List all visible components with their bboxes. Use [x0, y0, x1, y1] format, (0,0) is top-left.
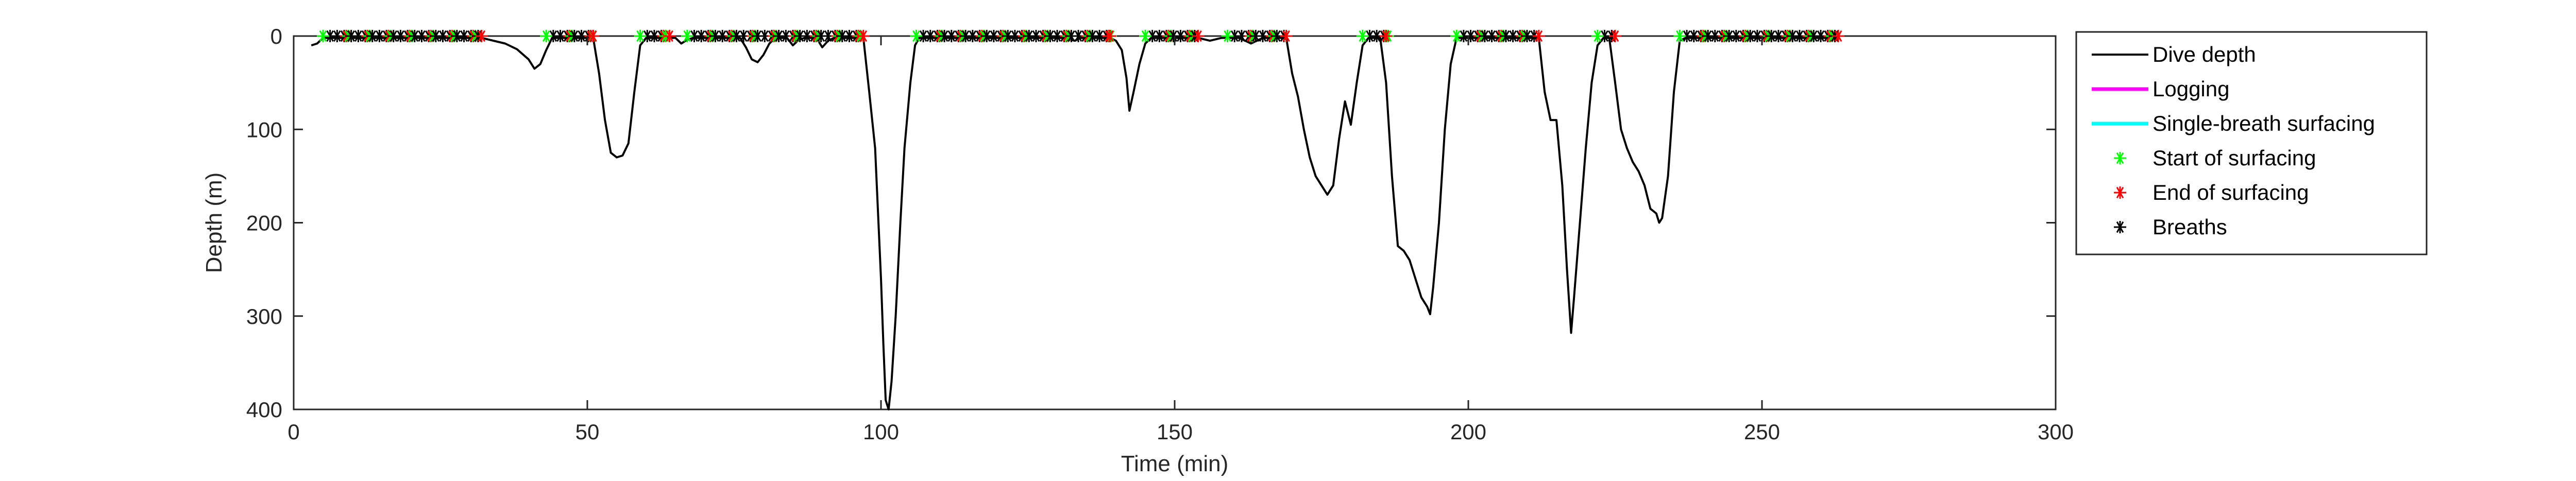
x-tick-label: 150 [1157, 420, 1193, 444]
legend-star-swatch [2114, 221, 2126, 233]
breath-marker [1153, 30, 1166, 42]
legend-label-breaths: Breaths [2153, 215, 2227, 239]
end-of-surfacing-marker [857, 30, 870, 42]
start-of-surfacing-marker [540, 30, 553, 42]
breath-marker [394, 30, 407, 42]
breath-marker [1146, 30, 1159, 42]
breath-marker [429, 30, 442, 42]
legend-item-start-of-surfacing: Start of surfacing [2114, 146, 2316, 170]
legend-label-start-of-surfacing: Start of surfacing [2153, 146, 2316, 170]
breath-marker [554, 30, 567, 42]
legend-item-dive-depth: Dive depth [2092, 42, 2256, 66]
legend-item-breaths: Breaths [2114, 215, 2227, 239]
y-axis-label: Depth (m) [201, 173, 227, 273]
y-tick-label: 300 [246, 304, 282, 329]
y-axis-ticks: 0 100 200 300 400 [246, 24, 2056, 422]
legend-label-logging: Logging [2153, 77, 2229, 101]
end-of-surfacing-marker [663, 30, 676, 42]
breath-marker [959, 30, 972, 42]
breath-marker [695, 30, 708, 42]
breath-marker [450, 30, 463, 42]
breath-marker [1708, 30, 1721, 42]
x-axis-ticks: 0 50 100 150 200 250 300 [287, 36, 2074, 444]
legend-symbol-start-of-surfacing [2114, 152, 2126, 164]
end-of-surfacing-marker [1192, 30, 1205, 42]
plot-area: 0 50 100 150 200 250 300 0 100 200 300 400 [246, 24, 2074, 444]
breath-marker [1751, 30, 1764, 42]
start-of-surfacing-marker [1673, 30, 1686, 42]
end-of-surfacing-marker [1609, 30, 1621, 42]
legend-symbol-end-of-surfacing [2114, 186, 2126, 199]
legend-label-single-breath-surfacing: Single-breath surfacing [2153, 111, 2375, 135]
end-of-surfacing-marker [1532, 30, 1545, 42]
breath-marker [352, 30, 365, 42]
x-tick-label: 200 [1450, 420, 1486, 444]
legend: Dive depth Logging Single-breath surfaci… [2075, 31, 2428, 255]
breath-marker [737, 30, 750, 42]
legend-label-dive-depth: Dive depth [2153, 42, 2256, 66]
legend-item-end-of-surfacing: End of surfacing [2114, 180, 2309, 204]
start-of-surfacing-marker [1450, 30, 1463, 42]
breath-marker [758, 30, 771, 42]
start-of-surfacing-marker [634, 30, 647, 42]
breath-marker [924, 30, 937, 42]
start-of-surfacing-marker [1221, 30, 1234, 42]
legend-star-swatch [2114, 186, 2126, 199]
x-tick-label: 100 [863, 420, 899, 444]
y-tick-label: 200 [246, 211, 282, 235]
y-tick-label: 100 [246, 117, 282, 142]
legend-symbol-breaths [2114, 221, 2126, 233]
end-of-surfacing-marker [587, 30, 600, 42]
end-of-surfacing-marker [1104, 30, 1116, 42]
end-of-surfacing-marker [1832, 30, 1845, 42]
legend-item-logging: Logging [2092, 77, 2229, 101]
start-of-surfacing-marker [681, 30, 693, 42]
end-of-surfacing-marker [1380, 30, 1393, 42]
x-tick-label: 300 [2038, 420, 2074, 444]
x-tick-label: 50 [575, 420, 600, 444]
legend-box [2075, 31, 2428, 255]
start-of-surfacing-marker [910, 30, 923, 42]
legend-item-single-breath-surfacing: Single-breath surfacing [2092, 111, 2375, 135]
surfacing-markers [317, 30, 1845, 42]
end-of-surfacing-marker [475, 30, 488, 42]
breath-marker [822, 30, 835, 42]
start-of-surfacing-marker [1356, 30, 1369, 42]
start-of-surfacing-marker [317, 30, 329, 42]
end-of-surfacing-marker [1280, 30, 1293, 42]
start-of-surfacing-marker [1139, 30, 1151, 42]
x-tick-label: 0 [287, 420, 299, 444]
start-of-surfacing-marker [1591, 30, 1604, 42]
legend-label-end-of-surfacing: End of surfacing [2153, 180, 2309, 204]
y-tick-label: 0 [270, 24, 282, 48]
y-tick-label: 400 [246, 398, 282, 422]
plot-frame [293, 35, 2057, 410]
breath-marker [966, 30, 979, 42]
x-tick-label: 250 [1744, 420, 1780, 444]
breath-marker [779, 30, 792, 42]
legend-star-swatch [2114, 152, 2126, 164]
breath-marker [843, 30, 856, 42]
x-axis-label: Time (min) [1121, 451, 1229, 476]
